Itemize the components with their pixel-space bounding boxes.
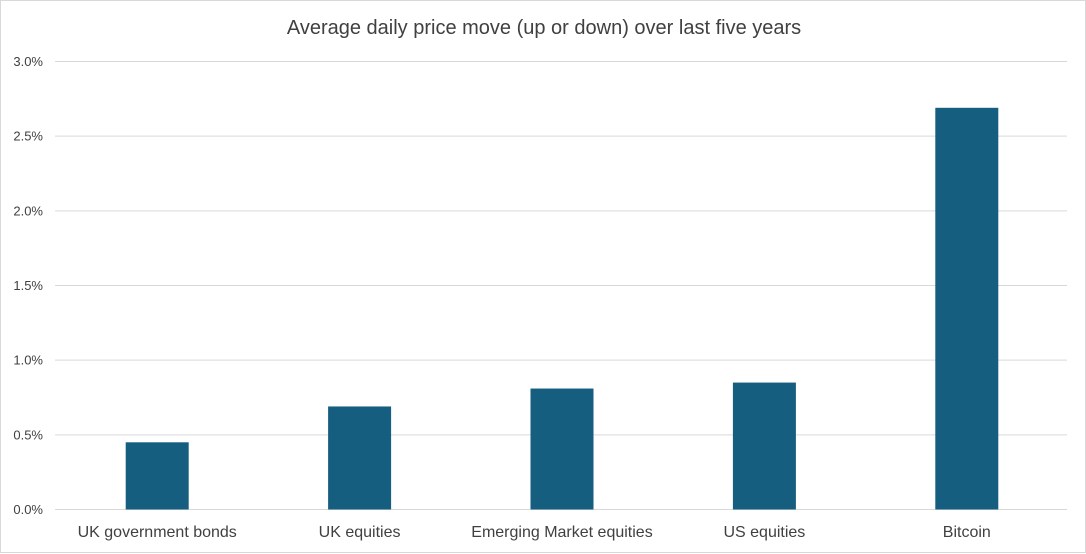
x-axis-categories: UK government bonds UK equities Emerging M… bbox=[78, 524, 991, 541]
x-category-label: UK equities bbox=[319, 524, 401, 541]
y-tick-label: 1.0% bbox=[13, 353, 43, 368]
y-tick-label: 0.0% bbox=[13, 502, 43, 517]
y-tick-label: 0.5% bbox=[13, 427, 43, 442]
bars bbox=[125, 107, 999, 510]
x-category-label: UK government bonds bbox=[78, 524, 237, 541]
bar bbox=[125, 442, 189, 510]
bar bbox=[328, 406, 392, 510]
x-category-label: Emerging Market equities bbox=[471, 524, 652, 541]
y-tick-label: 3.0% bbox=[13, 54, 43, 69]
bar bbox=[935, 107, 999, 510]
y-tick-label: 1.5% bbox=[13, 278, 43, 293]
y-tick-label: 2.0% bbox=[13, 203, 43, 218]
gridlines bbox=[55, 61, 1067, 510]
y-tick-label: 2.5% bbox=[13, 129, 43, 144]
chart-title: Average daily price move (up or down) ov… bbox=[287, 17, 801, 39]
y-axis-ticks: 0.0% 0.5% 1.0% 1.5% 2.0% 2.5% 3.0% bbox=[13, 54, 43, 517]
x-category-label: Bitcoin bbox=[943, 524, 991, 541]
bar bbox=[530, 388, 594, 510]
x-category-label: US equities bbox=[723, 524, 805, 541]
bar bbox=[732, 382, 796, 510]
